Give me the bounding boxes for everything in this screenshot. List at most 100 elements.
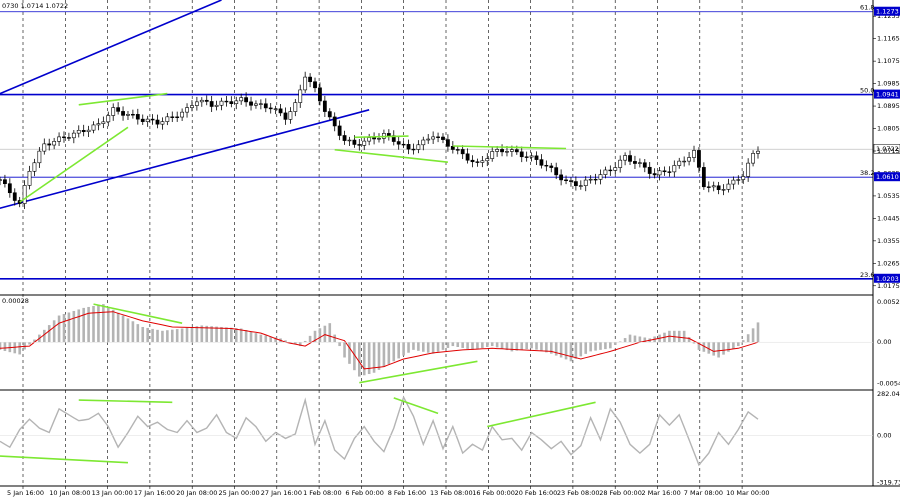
time-tick-label: 1 Feb 08:00 (303, 489, 342, 497)
candle-body (52, 141, 57, 146)
macd-bar (323, 325, 327, 343)
macd-pane[interactable]: 0.00028 (0, 297, 873, 384)
candle-body (583, 179, 588, 186)
candle-body (160, 121, 165, 125)
fibonacci-levels (0, 11, 873, 280)
macd-bar (33, 339, 36, 343)
candle-body (751, 153, 755, 164)
price-tick-label: 1.1165 (877, 35, 900, 43)
candle-body (313, 81, 317, 89)
candle-body (249, 101, 253, 106)
macd-divergence-line (93, 303, 183, 324)
macd-bar (613, 342, 617, 345)
macd-divergence-lines[interactable] (93, 303, 478, 384)
candle-body (603, 169, 608, 175)
macd-bar (500, 342, 504, 349)
macd-bar (121, 315, 125, 343)
candle-body (687, 157, 691, 162)
candle-body (721, 189, 726, 191)
candle-body (47, 143, 52, 146)
macd-bar (722, 342, 725, 355)
price-pane[interactable] (0, 0, 873, 280)
candle-body (170, 116, 175, 118)
macd-bar (338, 342, 341, 347)
trend-channel[interactable] (0, 0, 370, 212)
time-axis-ticks: 5 Jan 16:00 10 Jan 08:00 13 Jan 00:00 17 Ja… (7, 486, 770, 497)
candle-body (519, 151, 524, 158)
macd-bar (166, 330, 169, 343)
candle-body (524, 156, 529, 158)
macd-bar (579, 342, 583, 357)
macd-bar (382, 342, 386, 368)
price-divergence-line (78, 92, 168, 106)
macd-bar (446, 342, 450, 348)
macd-bar (426, 342, 430, 353)
macd-bar (545, 342, 548, 353)
candle-body (175, 116, 180, 118)
candle-body (337, 125, 342, 136)
cci-pane[interactable] (0, 395, 873, 467)
fib-price-label: 1.0203 (876, 275, 899, 283)
macd-bar (313, 330, 317, 343)
candle-body (111, 107, 116, 116)
candle-body (0, 179, 2, 181)
macd-bar (215, 326, 218, 343)
macd-bar (638, 336, 642, 343)
candle-body (367, 137, 372, 142)
candle-body (121, 111, 125, 116)
candle-body (544, 164, 549, 167)
macd-bar (628, 334, 632, 343)
macd-bar (584, 342, 588, 354)
time-tick-label: 7 Mar 08:00 (684, 489, 723, 497)
candle-body (682, 160, 687, 163)
candle-body (711, 185, 716, 188)
candle-body (3, 179, 7, 185)
macd-bar (0, 342, 2, 350)
candle-body (372, 137, 376, 140)
price-tick-label: 1.0895 (877, 102, 900, 110)
macd-bar (18, 342, 21, 355)
candle-body (62, 136, 66, 138)
macd-bar (220, 326, 223, 343)
candle-body (234, 100, 239, 104)
candle-body (318, 87, 322, 102)
price-divergence-lines[interactable] (19, 92, 567, 203)
candle-body (91, 124, 96, 131)
macd-bar (42, 329, 46, 343)
macd-bar (175, 329, 179, 343)
macd-bar (205, 325, 209, 343)
candle-body (298, 89, 303, 103)
cci-divergence-lines[interactable] (0, 397, 596, 464)
macd-bar (343, 342, 346, 358)
candle-body (480, 160, 485, 163)
macd-bar (732, 342, 735, 349)
candle-body (263, 103, 268, 109)
fib-price-tag (874, 273, 900, 283)
candle-body (598, 174, 603, 180)
macd-bar (146, 327, 149, 343)
price-divergence-line (19, 126, 129, 203)
candle-body (126, 114, 130, 116)
macd-bar (116, 312, 120, 343)
candle-body (485, 158, 490, 162)
candle-body (96, 123, 101, 126)
candle-body (465, 153, 470, 161)
candle-body (224, 100, 229, 103)
macd-bar (495, 342, 499, 348)
candle-body (564, 179, 568, 182)
candle-body (470, 159, 475, 163)
candle-body (71, 132, 76, 139)
macd-bar (106, 306, 110, 343)
candle-body (303, 76, 308, 91)
cci-divergence-line (487, 401, 596, 428)
candle-body (559, 174, 564, 181)
channel-line (0, 0, 222, 95)
macd-bar (131, 321, 135, 343)
candle-body (332, 116, 337, 127)
candle-body (692, 150, 696, 158)
candle-body (7, 183, 12, 194)
macd-bar (741, 340, 745, 343)
macd-divergence-line (359, 360, 478, 384)
